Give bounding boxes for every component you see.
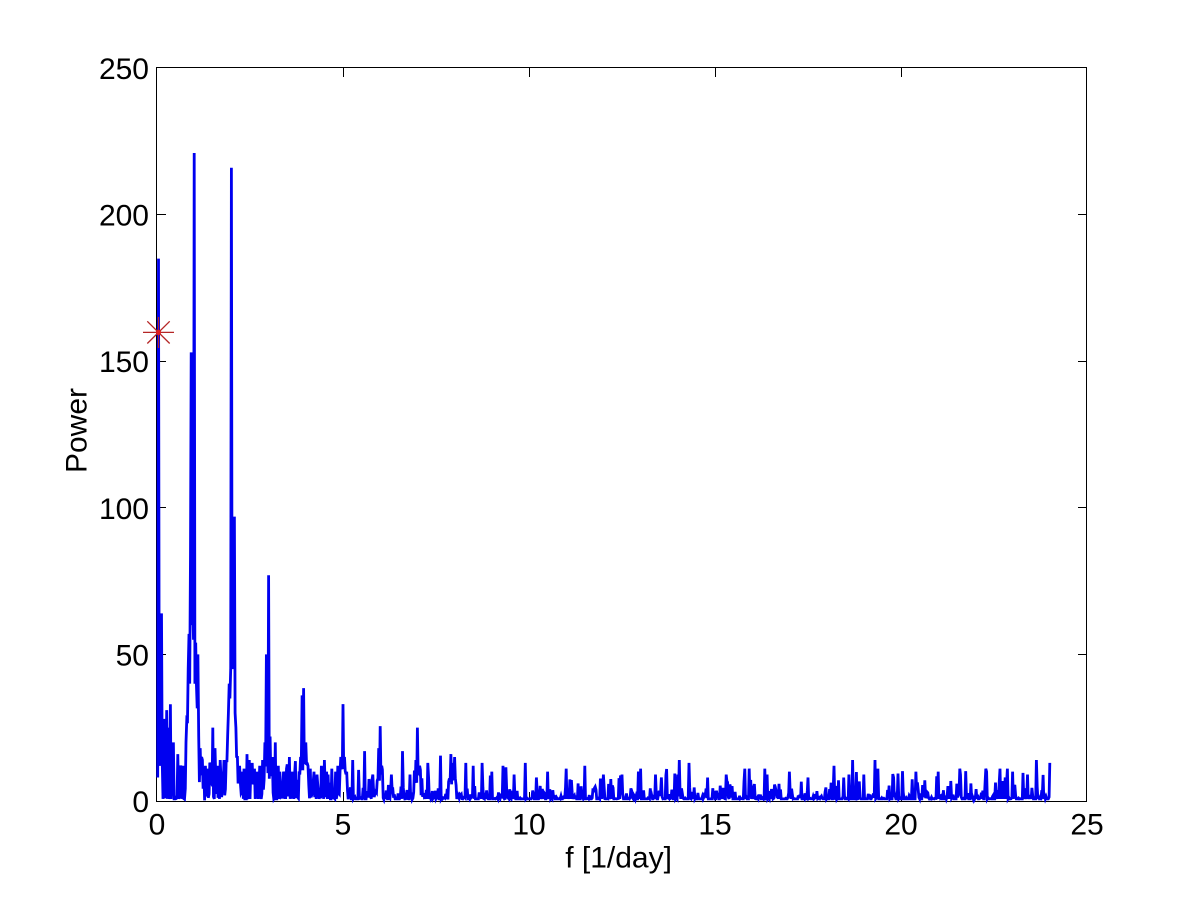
svg-text:10: 10 — [512, 808, 545, 841]
svg-text:150: 150 — [99, 346, 149, 379]
svg-text:100: 100 — [99, 493, 149, 526]
svg-text:0: 0 — [149, 808, 166, 841]
svg-text:f [1/day]: f [1/day] — [565, 842, 672, 875]
svg-text:15: 15 — [698, 808, 731, 841]
svg-text:5: 5 — [335, 808, 352, 841]
svg-text:50: 50 — [116, 639, 149, 672]
svg-text:250: 250 — [99, 53, 149, 86]
svg-text:25: 25 — [1070, 808, 1103, 841]
svg-text:0: 0 — [132, 786, 149, 819]
svg-text:Power: Power — [61, 388, 94, 473]
svg-text:20: 20 — [884, 808, 917, 841]
svg-text:200: 200 — [99, 200, 149, 233]
